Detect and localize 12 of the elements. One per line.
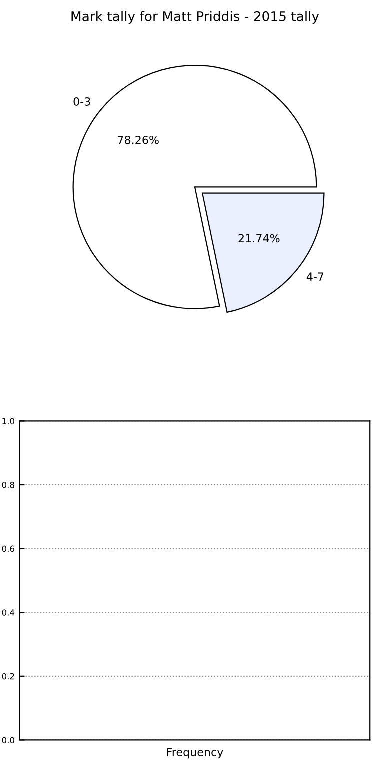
data-label: 21.74% [238,234,280,243]
chart-title: Mark tally for Matt Priddis - 2015 tally [72,11,320,24]
slice-label: 4-7 [306,272,324,281]
slice-label: 0-3 [74,98,90,106]
y-tick-label: 0.6 [2,546,15,552]
data-label: 78.26% [118,136,159,144]
y-tick-label: 1.0 [2,418,14,424]
y-tick-label: 0.2 [2,673,14,680]
y-tick-label: 0.0 [2,737,14,744]
y-tick-label: 0.8 [2,482,14,488]
y-tick-label: 0.4 [2,610,15,616]
x-axis-title: Frequency [167,748,224,759]
